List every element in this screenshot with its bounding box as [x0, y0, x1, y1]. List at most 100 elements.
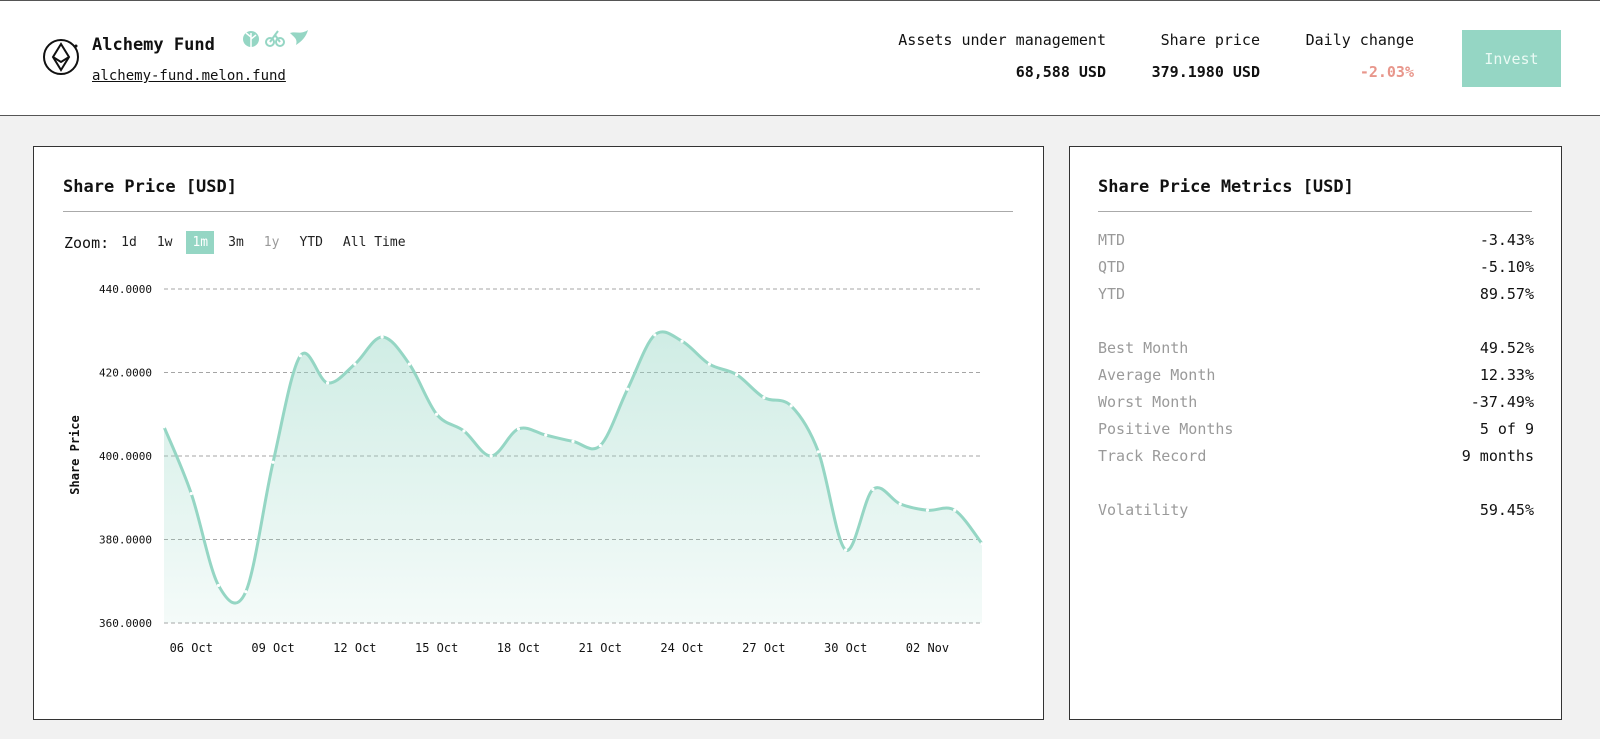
- metric-label: Average Month: [1098, 366, 1216, 384]
- y-tick-label: 420.0000: [99, 367, 152, 380]
- zoom-option-all-time[interactable]: All Time: [342, 235, 406, 250]
- daily-change-value: -2.03%: [1359, 63, 1414, 81]
- data-point: [298, 354, 302, 358]
- metric-row-volatility: Volatility 59.45%: [1098, 501, 1534, 528]
- y-tick-label: 360.0000: [99, 617, 152, 630]
- zoom-button-group: 1d 1w 1m 3m 1y YTD All Time: [115, 231, 419, 254]
- data-point: [789, 404, 793, 408]
- share-price-metrics-panel: Share Price Metrics [USD] MTD -3.43% QTD -5…: [1069, 146, 1562, 720]
- data-point: [380, 335, 384, 339]
- y-tick-label: 380.0000: [99, 534, 152, 547]
- metric-row-positive-months: Positive Months 5 of 9: [1098, 420, 1534, 447]
- metric-row-ytd: YTD 89.57%: [1098, 285, 1534, 312]
- data-point: [625, 387, 630, 391]
- data-point: [489, 454, 493, 458]
- fund-name: Alchemy Fund: [92, 35, 215, 55]
- zoom-option-1w[interactable]: 1w: [156, 235, 173, 250]
- data-point: [925, 508, 930, 512]
- x-tick-label: 12 Oct: [333, 641, 376, 655]
- zoom-option-ytd[interactable]: YTD: [299, 235, 323, 250]
- metric-row-mtd: MTD -3.43%: [1098, 231, 1534, 258]
- data-point: [953, 508, 957, 512]
- metric-label: QTD: [1098, 258, 1126, 276]
- aum-stat: Assets under management 68,588 USD: [898, 31, 1106, 81]
- x-tick-label: 02 Nov: [906, 641, 949, 655]
- metrics-panel-title: Share Price Metrics [USD]: [1098, 177, 1354, 197]
- metric-label: MTD: [1098, 231, 1126, 249]
- melon-logo-icon[interactable]: [42, 38, 80, 76]
- fund-url-link[interactable]: alchemy-fund.melon.fund: [92, 68, 286, 84]
- zoom-label: Zoom:: [64, 233, 110, 252]
- x-tick-label: 27 Oct: [742, 641, 785, 655]
- metric-value: 59.45%: [1479, 501, 1534, 519]
- data-point: [598, 443, 602, 448]
- metric-label: Best Month: [1098, 339, 1189, 357]
- data-point: [162, 425, 166, 429]
- data-point: [435, 412, 439, 416]
- data-point: [707, 362, 711, 366]
- zoom-option-1d[interactable]: 1d: [121, 235, 137, 250]
- metric-label: YTD: [1098, 285, 1126, 303]
- metric-label: Positive Months: [1098, 420, 1234, 438]
- x-tick-label: 06 Oct: [170, 641, 213, 655]
- zoom-option-1y: 1y: [263, 235, 280, 250]
- metric-label: Track Record: [1098, 447, 1207, 465]
- x-tick-label: 15 Oct: [415, 641, 458, 655]
- data-point: [735, 372, 739, 377]
- aum-value: 68,588 USD: [1015, 63, 1106, 81]
- y-axis-ticks: 360.0000 380.0000 400.0000 420.0000 440.0000: [99, 283, 152, 630]
- aum-label: Assets under management: [898, 31, 1106, 49]
- data-point: [353, 362, 357, 366]
- panel-divider: [63, 211, 1013, 212]
- metric-row-track-record: Track Record 9 months: [1098, 447, 1534, 474]
- area-fill-shape: [164, 331, 982, 623]
- zoom-option-3m[interactable]: 3m: [228, 235, 244, 250]
- y-axis-label: Share Price: [68, 415, 82, 494]
- share-price-value: 379.1980 USD: [1151, 63, 1260, 81]
- x-tick-label: 18 Oct: [497, 641, 540, 655]
- y-tick-label: 440.0000: [99, 283, 152, 296]
- zoom-option-1m[interactable]: 1m: [186, 231, 215, 254]
- metric-value: 49.52%: [1479, 339, 1534, 357]
- invest-button[interactable]: Invest: [1462, 30, 1561, 87]
- metric-row-qtd: QTD -5.10%: [1098, 258, 1534, 285]
- share-price-stat: Share price 379.1980 USD: [1152, 31, 1260, 81]
- x-tick-label: 21 Oct: [579, 641, 622, 655]
- metric-group-gap: [1098, 474, 1534, 501]
- metric-value: 89.57%: [1479, 285, 1534, 303]
- plant-badge-icon: [243, 31, 259, 47]
- chart-panel-title: Share Price [USD]: [63, 177, 237, 197]
- metric-value: 9 months: [1461, 447, 1534, 465]
- area-fill: [164, 331, 982, 623]
- metric-row-average-month: Average Month 12.33%: [1098, 366, 1534, 393]
- fund-badges: [240, 27, 310, 49]
- metric-group-gap: [1098, 312, 1534, 339]
- metric-value: 5 of 9: [1479, 420, 1534, 438]
- daily-change-label: Daily change: [1305, 31, 1414, 49]
- data-point: [871, 487, 875, 491]
- metric-label: Worst Month: [1098, 393, 1198, 411]
- data-point: [680, 339, 684, 343]
- data-point: [271, 460, 275, 464]
- metrics-list: MTD -3.43% QTD -5.10% YTD 89.57% Best Month 49.…: [1098, 231, 1534, 528]
- zoom-controls: Zoom: 1d 1w 1m 3m 1y YTD All Time: [64, 231, 420, 254]
- x-tick-label: 30 Oct: [824, 641, 867, 655]
- metric-row-best-month: Best Month 49.52%: [1098, 339, 1534, 366]
- metric-label: Volatility: [1098, 501, 1189, 519]
- data-point: [762, 395, 766, 400]
- x-tick-label: 09 Oct: [251, 641, 294, 655]
- data-point: [462, 429, 466, 433]
- metric-row-worst-month: Worst Month -37.49%: [1098, 393, 1534, 420]
- panel-divider: [1098, 211, 1532, 212]
- data-points: [162, 333, 984, 594]
- data-point: [244, 590, 248, 594]
- share-price-panel: Share Price [USD] Zoom: 1d 1w 1m 3m 1y YTD All…: [33, 146, 1044, 720]
- bicycle-badge-icon: [265, 30, 285, 47]
- data-point: [544, 433, 548, 437]
- data-point: [516, 427, 521, 431]
- data-point: [571, 439, 575, 443]
- data-point: [189, 491, 193, 496]
- y-tick-label: 400.0000: [99, 450, 152, 463]
- x-axis-ticks: 06 Oct 09 Oct 12 Oct 15 Oct 18 Oct 21 Oct 24 O…: [170, 641, 950, 655]
- metric-value: -3.43%: [1479, 231, 1534, 249]
